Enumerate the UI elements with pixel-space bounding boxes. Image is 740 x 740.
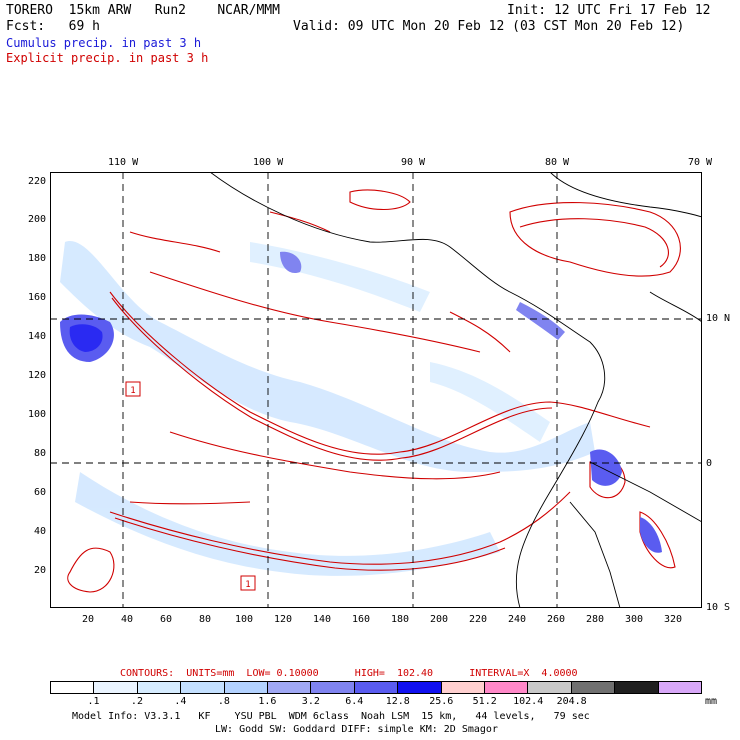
x-tick: 180 — [390, 614, 410, 625]
lat-label: 0 — [706, 458, 713, 469]
x-tick: 200 — [429, 614, 449, 625]
scale-label: .4 — [174, 696, 187, 707]
x-tick: 260 — [546, 614, 566, 625]
y-tick: 180 — [27, 253, 46, 264]
x-tick: 120 — [273, 614, 293, 625]
graticule — [50, 172, 702, 608]
model-title: TORERO 15km ARW Run2 NCAR/MMM — [6, 3, 280, 18]
boxed-labels — [125, 381, 256, 591]
scale-label: .1 — [87, 696, 100, 707]
lat-label: 10 N — [706, 313, 731, 324]
coastline — [209, 172, 702, 608]
scale-swatch — [224, 682, 269, 693]
scale-swatch — [485, 682, 529, 693]
scale-label: 6.4 — [345, 696, 364, 707]
scale-label: .8 — [217, 696, 230, 707]
scale-swatch — [528, 682, 572, 693]
scale-label: 102.4 — [513, 696, 544, 707]
field1-title: Cumulus precip. in past 3 h — [6, 36, 202, 50]
scale-label: .2 — [130, 696, 143, 707]
y-tick: 100 — [27, 409, 46, 420]
precip-map: 1 1 — [50, 172, 702, 608]
x-tick: 60 — [159, 614, 173, 625]
x-tick: 40 — [120, 614, 134, 625]
x-tick: 220 — [468, 614, 488, 625]
scale-label: 1.6 — [258, 696, 277, 707]
explicit-precip-contours — [67, 189, 681, 593]
color-scale — [50, 681, 702, 694]
x-tick: 300 — [624, 614, 644, 625]
lon-label: 100 W — [253, 157, 284, 168]
map-frame — [50, 172, 702, 608]
scale-swatch — [658, 682, 702, 693]
x-tick: 160 — [351, 614, 371, 625]
x-tick: 140 — [312, 614, 332, 625]
scale-unit: mm — [705, 696, 718, 707]
lon-label: 110 W — [108, 157, 139, 168]
y-tick: 60 — [33, 487, 46, 498]
box-label — [240, 575, 256, 591]
scale-swatch — [181, 682, 225, 693]
scale-swatch — [51, 682, 95, 693]
scale-swatch — [398, 682, 442, 693]
valid-time: Valid: 09 UTC Mon 20 Feb 12 (03 CST Mon … — [293, 19, 685, 34]
scale-label: 12.8 — [385, 696, 410, 707]
init-time: Init: 12 UTC Fri 17 Feb 12 — [507, 3, 711, 18]
box-label-text: 1 — [130, 386, 135, 396]
scale-swatch — [441, 682, 486, 693]
lon-label: 70 W — [688, 157, 713, 168]
scale-label: 204.8 — [556, 696, 587, 707]
contours-info: CONTOURS: UNITS=mm LOW= 0.10000 HIGH= 10… — [120, 668, 578, 679]
y-tick: 140 — [27, 331, 46, 342]
y-tick: 80 — [33, 448, 46, 459]
y-tick: 200 — [27, 214, 46, 225]
y-tick: 40 — [33, 526, 46, 537]
scale-swatch — [571, 682, 616, 693]
cumulus-cores — [60, 251, 662, 553]
model-info-line2: LW: Godd SW: Goddard DIFF: simple KM: 2D… — [215, 724, 498, 735]
scale-label: 51.2 — [472, 696, 497, 707]
scale-label: 25.6 — [429, 696, 454, 707]
scale-swatch — [615, 682, 659, 693]
scale-label: 3.2 — [301, 696, 320, 707]
y-tick: 220 — [27, 176, 46, 187]
y-tick: 20 — [33, 565, 46, 576]
box-label — [125, 381, 141, 397]
x-tick: 100 — [234, 614, 254, 625]
lon-label: 90 W — [401, 157, 426, 168]
x-tick: 20 — [81, 614, 95, 625]
y-tick: 120 — [27, 370, 46, 381]
lon-label: 80 W — [545, 157, 570, 168]
x-tick: 80 — [198, 614, 212, 625]
x-tick: 240 — [507, 614, 527, 625]
box-label-text: 1 — [245, 580, 250, 590]
model-info-line1: Model Info: V3.3.1 KF YSU PBL WDM 6class… — [72, 711, 590, 722]
x-tick: 280 — [585, 614, 605, 625]
field2-title: Explicit precip. in past 3 h — [6, 51, 209, 65]
x-tick: 320 — [663, 614, 683, 625]
scale-swatch — [311, 682, 355, 693]
forecast-hour: Fcst: 69 h — [6, 19, 100, 34]
lat-label: 10 S — [706, 602, 731, 613]
scale-swatch — [94, 682, 138, 693]
y-tick: 160 — [27, 292, 46, 303]
scale-swatch — [137, 682, 182, 693]
scale-swatch — [268, 682, 312, 693]
scale-swatch — [354, 682, 399, 693]
